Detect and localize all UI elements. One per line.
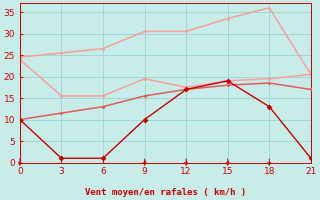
X-axis label: Vent moyen/en rafales ( km/h ): Vent moyen/en rafales ( km/h ) — [85, 188, 246, 197]
